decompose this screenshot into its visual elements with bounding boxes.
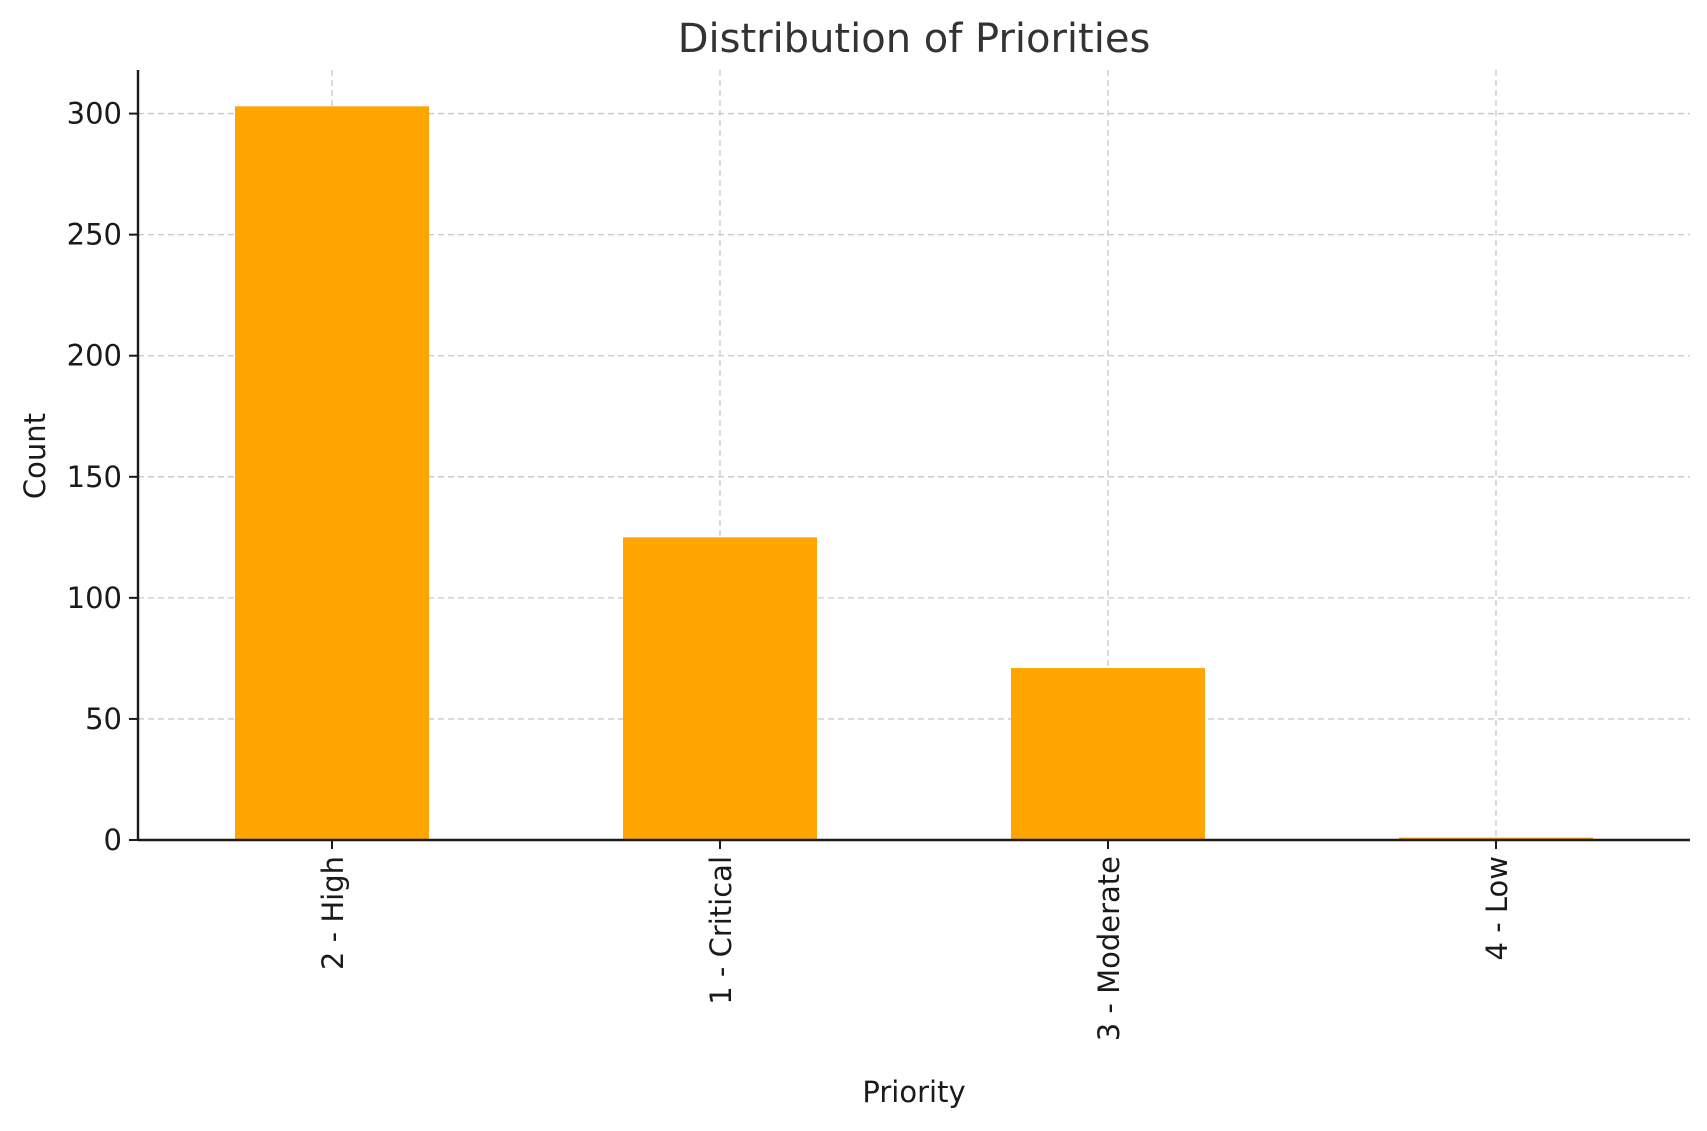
y-tick-label: 200	[67, 339, 122, 373]
y-axis-label: Count	[18, 413, 52, 499]
x-tick-label: 3 - Moderate	[1092, 856, 1126, 1041]
y-tick-label: 300	[67, 97, 122, 131]
bar	[235, 106, 429, 841]
bars	[235, 106, 1593, 841]
y-tick-label: 50	[85, 702, 122, 736]
chart-title: Distribution of Priorities	[678, 16, 1151, 62]
x-tick-label: 2 - High	[316, 856, 350, 970]
x-axis-label: Priority	[862, 1075, 965, 1109]
axes	[129, 70, 1690, 849]
bar	[1011, 668, 1205, 840]
x-tick-label: 4 - Low	[1480, 856, 1514, 960]
bar	[1399, 837, 1593, 840]
y-tick-label: 0	[104, 823, 122, 857]
bar	[623, 537, 817, 840]
y-tick-label: 100	[67, 581, 122, 615]
y-tick-label: 250	[67, 218, 122, 252]
x-tick-label: 1 - Critical	[704, 856, 738, 1005]
y-tick-label: 150	[67, 460, 122, 494]
tick-labels: 0 50 100 150 200 250 300 2 - High 1 - Critical 3 …	[67, 97, 1514, 1042]
